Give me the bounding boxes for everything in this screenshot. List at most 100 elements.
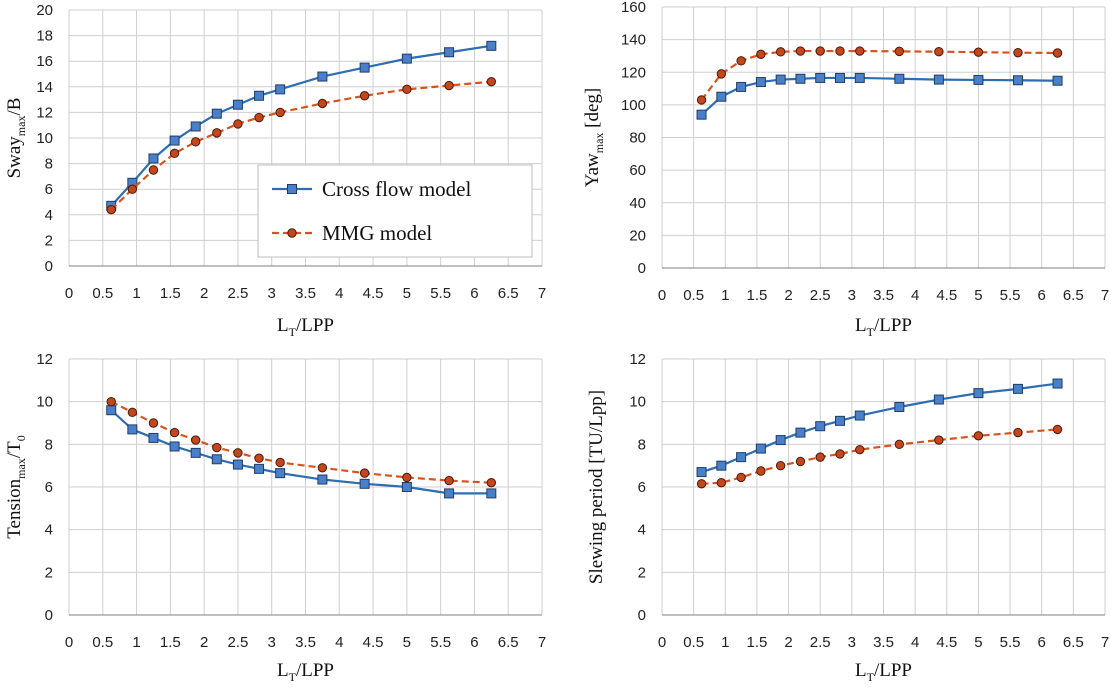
y-tick-label: 2: [638, 564, 646, 581]
cross-flow-point: [211, 108, 222, 119]
cross-flow-point: [933, 74, 944, 85]
mmg-point: [716, 478, 727, 488]
x-tick-label: 4.5: [936, 287, 957, 304]
mmg-point: [486, 478, 497, 488]
x-tick-label: 5.5: [430, 285, 451, 302]
mmg-point: [835, 46, 845, 56]
series-cross-flow: [696, 378, 1063, 478]
x-tick-label: 3: [848, 634, 856, 651]
y-tick-label: 0: [45, 607, 53, 624]
x-tick-label: 6.5: [1063, 634, 1084, 651]
mmg-point: [359, 468, 370, 478]
mmg-point: [696, 479, 707, 489]
y-tick-label: 12: [629, 351, 646, 368]
x-tick-label: 4.5: [363, 285, 384, 302]
x-tick-label: 0.5: [683, 287, 704, 304]
cross-flow-point: [317, 71, 328, 82]
chart-tension: 0 0.5 1 1.5 2 2.5 3 3.5 4 4.5 5 5.5 6 6.5 7 0 2 4 6 8 10 12 LT…: [4, 351, 546, 684]
cross-flow-point: [169, 135, 180, 146]
x-tick-label: 1: [132, 634, 140, 651]
x-tick-label: 2.5: [810, 287, 831, 304]
mmg-point: [934, 46, 944, 57]
x-tick-label: 3.5: [873, 287, 894, 304]
y-tick-label: 100: [621, 97, 646, 114]
x-axis-label: LT/LPP: [855, 660, 912, 684]
x-tick-label: 4: [335, 285, 343, 302]
y-tick-label: 6: [45, 479, 53, 496]
mmg-point: [835, 449, 845, 459]
mmg-point: [359, 91, 370, 101]
cross-flow-point: [795, 427, 806, 438]
x-tick-label: 1.5: [160, 285, 181, 302]
legend-cross-flow-marker: [287, 184, 297, 194]
mmg-point: [233, 119, 243, 129]
y-tick-label: 6: [45, 181, 53, 198]
y-tick-label: 0: [638, 607, 646, 624]
series-cross-flow: [106, 40, 497, 211]
cross-flow-point: [190, 121, 201, 132]
legend-mmg-marker: [287, 228, 297, 238]
cross-flow-point: [148, 432, 159, 443]
cross-flow-point: [736, 81, 747, 92]
cross-flow-point: [359, 478, 370, 489]
x-tick-label: 2.5: [227, 285, 248, 302]
x-tick-label: 1: [721, 287, 729, 304]
x-tick-label: 3.5: [873, 634, 894, 651]
x-tick-label: 0.5: [683, 634, 704, 651]
x-tick-label: 7: [1101, 634, 1109, 651]
cross-flow-point: [696, 467, 707, 478]
x-tick-label: 4: [911, 634, 919, 651]
cross-flow-point: [755, 443, 766, 454]
mmg-point: [815, 452, 825, 462]
mmg-point: [1052, 48, 1063, 58]
cross-flow-point: [795, 73, 806, 84]
x-tick-label: 7: [538, 634, 546, 651]
mmg-point: [815, 46, 825, 56]
mmg-point: [756, 466, 766, 476]
x-tick-label: 2: [784, 287, 792, 304]
mmg-point: [190, 435, 201, 445]
cross-flow-line: [701, 382, 1058, 474]
cross-flow-point: [933, 394, 944, 405]
gridlines: [68, 358, 543, 616]
cross-flow-point: [401, 53, 412, 64]
x-tick-label: 7: [1101, 287, 1109, 304]
chart-sway: 0 0.5 1 1.5 2 2.5 3 3.5 4 4.5 5 5.5 6 6.5 7 0 2 4 6 8 10 12 14…: [4, 2, 546, 339]
series-cross-flow: [696, 72, 1063, 120]
mmg-point: [736, 56, 746, 66]
mmg-line: [700, 49, 1058, 101]
y-tick-label: 4: [638, 522, 646, 539]
x-tick-label: 3: [848, 287, 856, 304]
cross-flow-point: [1052, 75, 1063, 86]
series-cross-flow: [106, 405, 497, 499]
x-tick-label: 6: [470, 285, 478, 302]
y-axis-label: Yawmax [deg]: [582, 88, 606, 188]
x-tick-label: 5.5: [1000, 634, 1021, 651]
y-axis-label: Slewing period [TU/Lpp]: [586, 390, 607, 584]
x-tick-label: 1.5: [160, 634, 181, 651]
y-tick-label: 8: [638, 436, 646, 453]
legend-mmg-label: MMG model: [322, 221, 432, 245]
mmg-point: [444, 475, 454, 486]
cross-flow-point: [854, 410, 865, 421]
mmg-point: [486, 76, 497, 87]
mmg-point: [855, 46, 865, 56]
mmg-point: [254, 112, 264, 123]
y-tick-label: 4: [45, 207, 53, 224]
gridlines: [661, 358, 1106, 616]
y-tick-label: 20: [36, 2, 53, 19]
y-tick-label: 60: [629, 162, 646, 179]
y-tick-label: 10: [36, 394, 53, 411]
mmg-point: [795, 46, 806, 56]
cross-flow-line: [700, 76, 1058, 116]
cross-flow-point: [736, 452, 747, 463]
gridlines: [661, 6, 1106, 269]
y-tick-label: 18: [36, 28, 53, 45]
y-tick-label: 2: [45, 232, 53, 249]
cross-flow-point: [894, 73, 905, 84]
mmg-point: [212, 442, 222, 453]
x-tick-label: 6.5: [1063, 287, 1084, 304]
x-tick-label: 4.5: [936, 634, 957, 651]
x-tick-label: 3.5: [295, 285, 316, 302]
cross-flow-point: [815, 421, 826, 432]
